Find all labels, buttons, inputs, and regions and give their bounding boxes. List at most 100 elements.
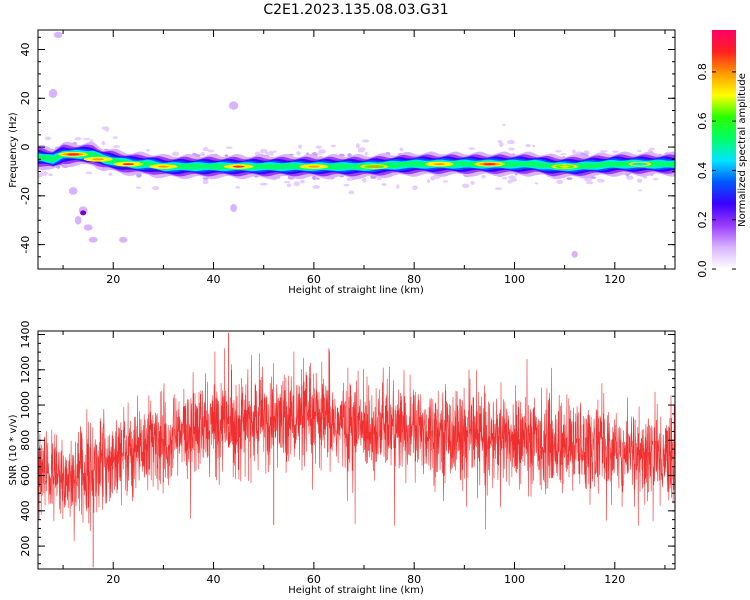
spectrogram-speckle (101, 126, 109, 130)
snr-series-line (38, 348, 675, 542)
colorbar-gradient (712, 30, 736, 269)
spectrogram-speckle (74, 137, 82, 141)
spectrogram-speckle (40, 171, 47, 175)
spectrogram-blob (88, 236, 98, 243)
spectrogram-blob (119, 236, 128, 243)
spectrogram-speckle (312, 185, 320, 189)
spectrogram-peak-core (368, 165, 380, 168)
spectrogram-speckle (461, 183, 470, 188)
colorbar-tick-label: 0.8 (696, 63, 709, 81)
spectrogram-peak-core (67, 153, 80, 156)
spectrogram-speckle (430, 175, 436, 181)
spectrogram-speckle (343, 183, 350, 187)
spectrogram-ytick-label: -40 (19, 236, 32, 254)
spectrogram-peak-core (559, 165, 571, 168)
spectrogram-peak-core (433, 163, 446, 166)
spectrogram-speckle (364, 151, 368, 156)
spectrogram-speckle (626, 172, 630, 177)
snr-ytick-label: 600 (19, 465, 32, 486)
spectrogram-speckle (112, 136, 119, 139)
spectrogram-speckle (286, 183, 292, 188)
spectrogram-speckle (625, 175, 634, 180)
spectrogram-speckle (532, 145, 536, 148)
spectrogram-speckle (637, 149, 642, 153)
spectrogram-speckle (348, 190, 355, 195)
spectrogram-blob (571, 250, 578, 258)
spectrogram-speckle (481, 175, 487, 179)
spectrogram-xtick-label: 60 (307, 273, 321, 286)
spectrogram-xtick-label: 100 (504, 273, 525, 286)
spectrogram-xtick-label: 80 (407, 273, 421, 286)
snr-xtick-label: 60 (307, 573, 321, 586)
spectrogram-xlabel: Height of straight line (km) (288, 285, 424, 296)
spectrogram-speckle (151, 186, 160, 191)
colorbar: 0.0 0.2 0.4 0.6 0.8 Normalized spectral ampl… (696, 30, 748, 278)
spectrogram-speckle (502, 124, 506, 127)
spectrogram-speckle (362, 139, 370, 143)
spectrogram-speckle (316, 177, 320, 180)
spectrogram-speckle (346, 177, 353, 182)
spectrogram-blob (230, 203, 238, 213)
spectrogram-ylabel: Frequency (Hz) (8, 112, 19, 188)
spectrogram-speckle (636, 178, 643, 183)
spectrogram-speckle (195, 154, 201, 158)
spectrogram-blob (228, 101, 239, 110)
spectrogram-band-layer (38, 151, 675, 170)
spectrogram-speckle (534, 182, 539, 185)
spectrogram-peak-core (92, 158, 104, 161)
spectrogram-speckle (468, 147, 476, 150)
spectrogram-speckle (318, 149, 326, 154)
spectrogram-speckle (585, 181, 594, 185)
spectrogram-speckle (273, 150, 277, 153)
spectrogram-speckle (146, 148, 150, 152)
spectrogram-xtick-label: 40 (207, 273, 221, 286)
spectrogram-speckle (556, 179, 564, 184)
spectrogram-speckle (108, 172, 113, 176)
spectrogram-peak-core (483, 163, 496, 166)
spectrogram-speckle (202, 179, 209, 185)
spectrogram-speckle (224, 154, 229, 158)
spectrogram-peak-core (308, 165, 320, 168)
spectrogram-peak-core (157, 165, 170, 168)
colorbar-label: Normalized spectral amplitude (737, 73, 748, 227)
spectrogram-speckle (494, 187, 503, 190)
spectrogram-speckle (260, 149, 264, 154)
spectrogram-speckle (259, 182, 268, 186)
spectrogram-speckle (207, 149, 215, 153)
spectrogram-speckle (298, 144, 303, 149)
spectrogram-ytick-label: 40 (19, 43, 32, 57)
spectrogram-speckle (361, 177, 367, 183)
spectrogram-speckle (560, 153, 567, 156)
spectrogram-speckle (357, 149, 365, 153)
spectrogram-peak-core (122, 163, 135, 166)
spectrogram-peak-core (635, 163, 645, 166)
spectrogram-speckle (497, 140, 503, 143)
spectrogram-speckle (443, 180, 448, 183)
spectrogram-xtick-label: 120 (604, 273, 625, 286)
snr-xtick-label: 20 (106, 573, 120, 586)
spectrogram-speckle (381, 183, 387, 186)
spectrogram-speckle (507, 179, 515, 183)
spectrogram-speckle (426, 179, 431, 184)
spectrogram-speckle (315, 145, 322, 149)
spectrogram-speckle (171, 151, 180, 157)
spectrogram-speckle (502, 176, 508, 180)
spectrogram-speckle (83, 138, 91, 141)
snr-ylabel: SNR (10 * v/v) (8, 414, 19, 485)
spectrogram-speckle (299, 179, 305, 184)
colorbar-tick-label: 0.2 (696, 211, 709, 229)
spectrogram-speckle (296, 151, 301, 156)
spectrogram-speckle (38, 173, 43, 178)
spectrogram-speckle (200, 151, 206, 157)
spectrogram-speckle (225, 146, 233, 149)
spectrogram-blob (53, 31, 63, 38)
spectrogram-spot (80, 210, 87, 216)
snr-xtick-label: 100 (504, 573, 525, 586)
colorbar-tick-label: 0.6 (696, 112, 709, 130)
spectrogram-speckle (283, 181, 291, 184)
spectrogram-ytick-label: 20 (19, 91, 32, 105)
spectrogram-speckle (204, 146, 208, 150)
snr-ytick-label: 400 (19, 500, 32, 521)
spectrogram-peak-core (232, 165, 245, 168)
spectrogram-speckle (566, 177, 573, 180)
